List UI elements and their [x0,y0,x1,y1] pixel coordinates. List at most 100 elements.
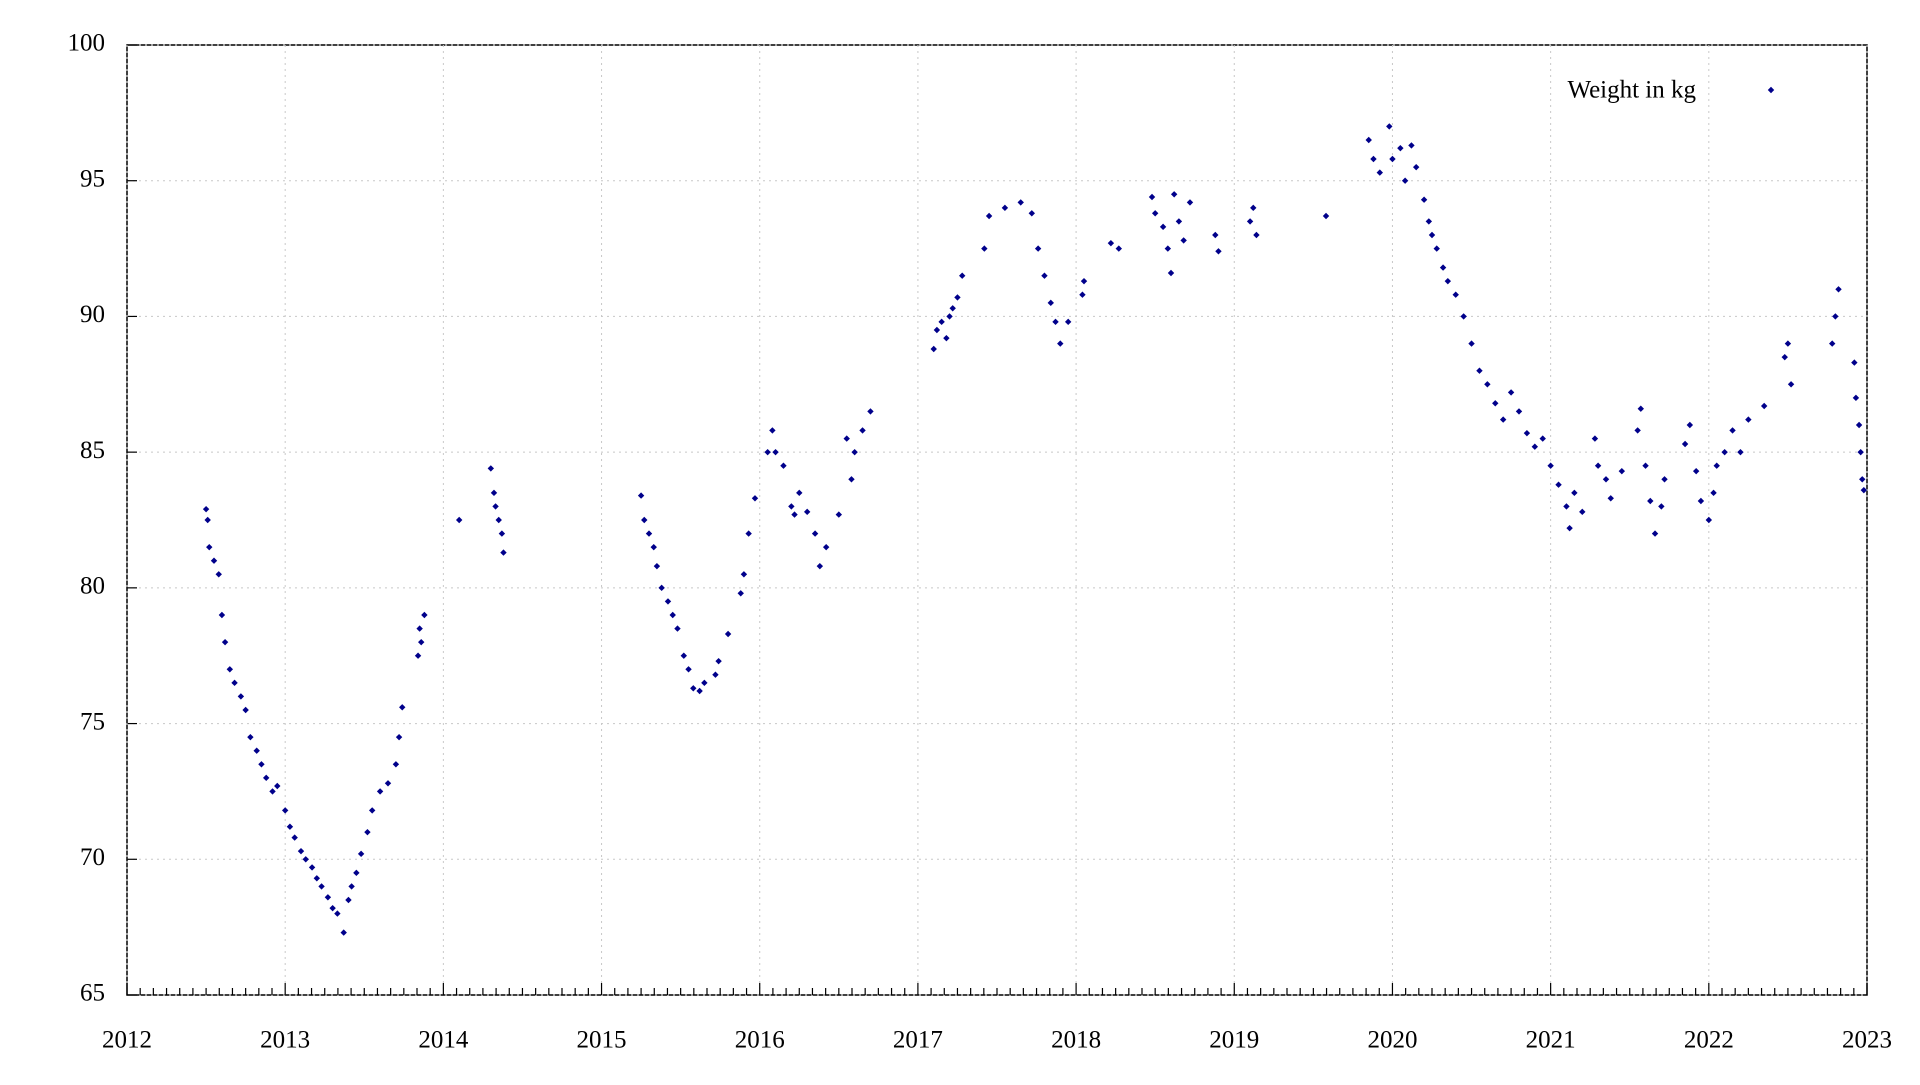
data-point [1425,218,1433,225]
legend-label: Weight in kg [1567,77,1696,104]
data-point [701,679,708,687]
data-point [455,516,463,524]
data-point [308,864,316,871]
data-point [715,657,722,665]
data-point [1468,340,1475,347]
data-point [1857,448,1864,456]
data-point [1566,524,1573,532]
y-tick-label: 95 [80,165,105,192]
data-point [811,530,819,537]
data-point [1686,421,1694,429]
data-point [745,530,752,537]
data-point [780,462,787,469]
x-tick-label: 2021 [1526,1027,1576,1054]
data-point [1428,231,1436,239]
data-point [1439,264,1447,271]
data-point [1212,231,1219,239]
data-point [1829,340,1836,347]
data-point [1681,440,1689,448]
data-point [1401,177,1409,184]
data-point [348,883,355,890]
data-point [313,875,321,882]
data-point [1835,286,1842,293]
data-point [1713,462,1720,469]
data-point [1860,486,1868,494]
data-point [218,611,226,619]
data-point [364,828,371,836]
data-point [680,652,687,659]
data-point [1555,481,1562,488]
data-point [867,408,874,415]
data-point [740,571,748,578]
data-point [803,508,811,516]
data-point [242,706,249,714]
x-tick-label: 2020 [1367,1027,1417,1054]
data-point [1523,429,1531,437]
data-point [395,733,403,741]
data-point [1148,193,1156,201]
x-tick-label: 2017 [893,1027,943,1054]
data-point [1642,462,1649,469]
data-point [637,492,645,499]
data-point [376,788,384,795]
data-point [1420,196,1428,203]
data-point [796,489,803,497]
data-point [318,883,325,890]
data-point [1784,340,1792,347]
data-point [1115,245,1122,252]
data-point [1692,467,1700,475]
data-point [943,334,950,342]
data-point [822,543,830,551]
data-point [269,788,276,795]
x-tick-label: 2023 [1842,1027,1892,1054]
data-point [1591,435,1599,442]
data-point [1079,291,1086,298]
data-point [1376,169,1383,176]
data-point [1057,340,1064,347]
data-point [1017,199,1024,206]
data-point [848,476,855,483]
data-point [302,856,309,863]
data-point [1080,277,1088,285]
data-point [1563,503,1570,510]
data-point [1370,155,1377,163]
data-point [669,611,676,619]
data-point [664,598,672,605]
data-point [1710,489,1717,497]
data-point [226,666,234,673]
data-point [851,448,858,456]
data-point [421,611,428,619]
plot-frame [126,44,1868,996]
data-point [1433,245,1440,252]
x-tick-label: 2018 [1051,1027,1101,1054]
data-point [933,326,941,334]
data-point [353,869,360,877]
data-point [1531,443,1539,450]
data-point [724,630,732,638]
x-tick-label: 2012 [102,1027,152,1054]
data-point [1041,272,1048,279]
data-point [202,505,210,513]
data-point [291,834,298,841]
data-point [1028,210,1035,217]
data-point [416,625,423,632]
data-point [764,448,771,456]
data-point [1167,269,1175,277]
data-point [1787,381,1795,388]
legend-marker [1767,86,1775,94]
x-tick-label: 2015 [577,1027,627,1054]
data-point [1515,408,1523,415]
data-point [324,894,332,901]
x-tick-label: 2019 [1209,1027,1259,1054]
data-point [1729,427,1736,434]
x-tick-label: 2016 [735,1027,785,1054]
data-point [1499,416,1507,423]
data-point [1484,381,1491,388]
data-point [1647,497,1654,505]
data-point [206,543,213,551]
data-point [1781,353,1788,361]
data-point [1855,421,1863,429]
data-point [384,780,392,787]
data-point [674,625,681,632]
data-point [1412,163,1420,171]
